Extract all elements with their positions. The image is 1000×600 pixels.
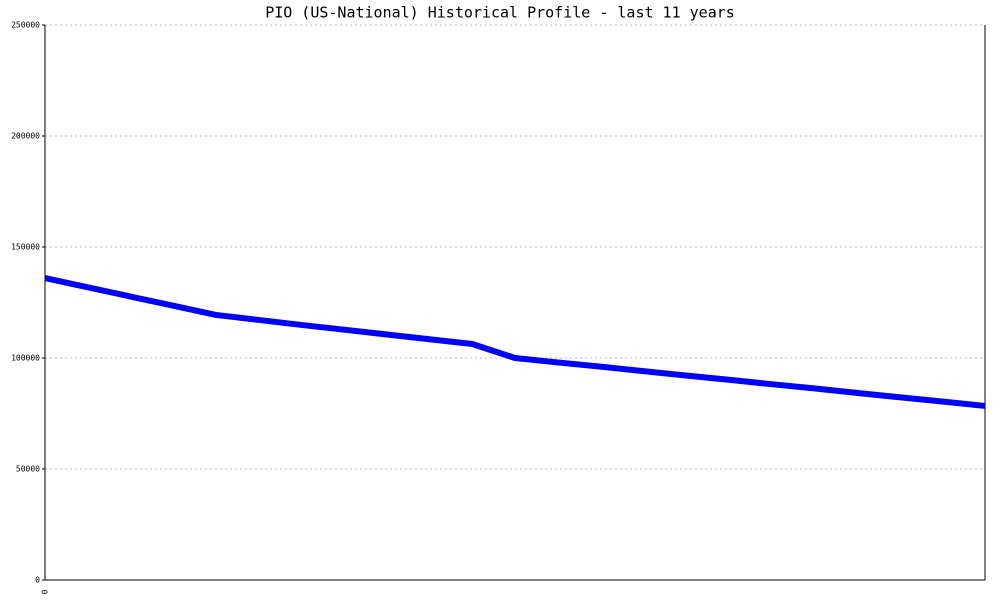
y-tick-label: 200000 <box>11 132 40 141</box>
chart-title: PIO (US-National) Historical Profile - l… <box>265 4 735 22</box>
y-tick-label: 50000 <box>16 465 40 474</box>
y-tick-label: 0 <box>35 576 40 585</box>
line <box>44 275 986 409</box>
y-tick-label: 100000 <box>11 354 40 363</box>
y-tick-label: 150000 <box>11 243 40 252</box>
y-tick-label: 250000 <box>11 21 40 30</box>
x-tick-label: 0 <box>41 589 50 594</box>
